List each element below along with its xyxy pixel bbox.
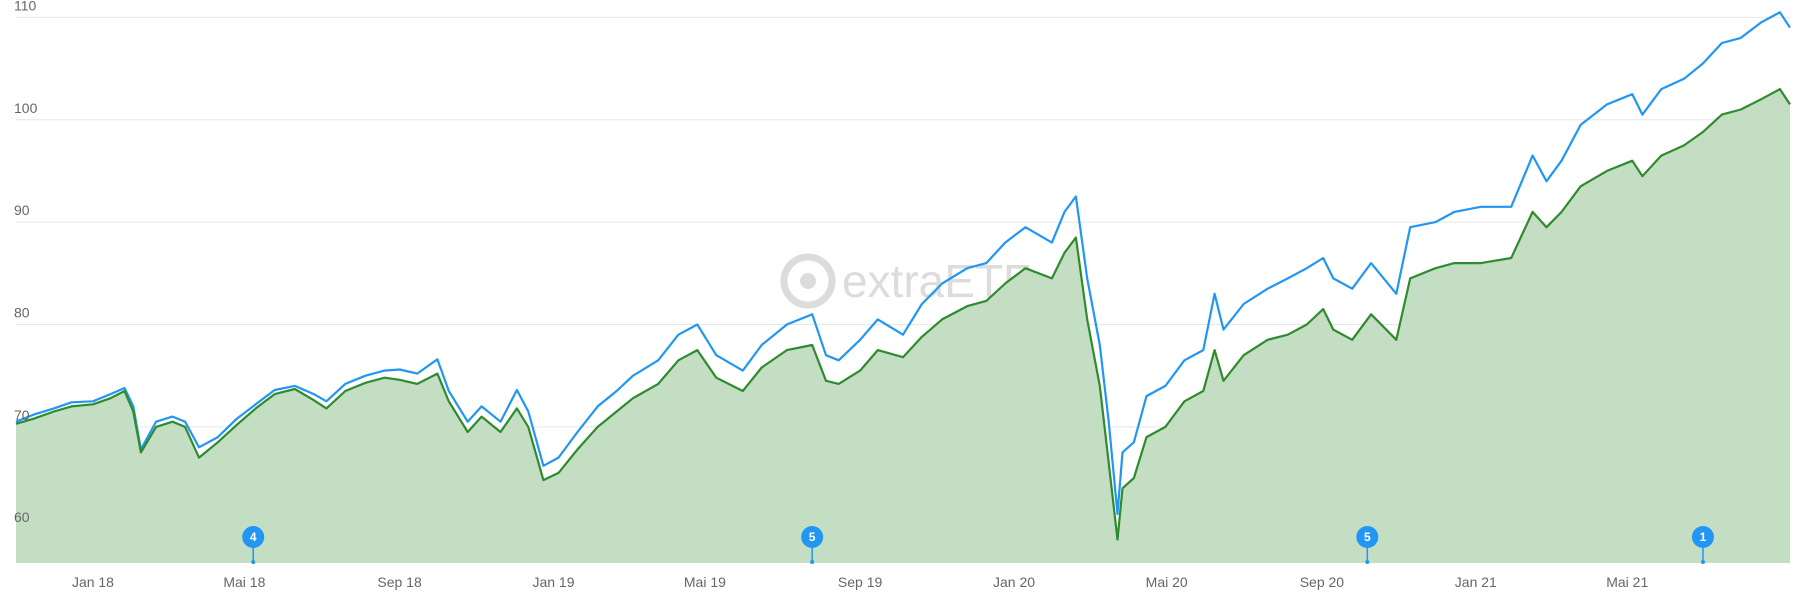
y-axis: 60 70 80 90 100 110 xyxy=(14,0,38,525)
event-marker-badge xyxy=(242,526,265,548)
event-marker-badge xyxy=(801,526,824,548)
event-marker-badge xyxy=(1691,526,1714,548)
watermark-logo-dot-icon xyxy=(800,273,816,289)
event-marker-dot xyxy=(810,560,815,564)
x-tick-label: Sep 18 xyxy=(377,574,422,590)
x-tick-label: Jan 20 xyxy=(993,574,1035,590)
event-marker-badge xyxy=(1356,526,1379,548)
x-tick-label: Mai 18 xyxy=(223,574,265,590)
y-tick-label-110: 110 xyxy=(14,0,37,13)
event-markers: 4 5 5 1 xyxy=(242,526,1714,564)
event-marker: 4 xyxy=(242,526,265,564)
event-marker: 5 xyxy=(1356,526,1379,564)
watermark-logo-icon xyxy=(780,253,836,309)
event-marker-dot xyxy=(1700,560,1705,564)
x-tick-label: Sep 20 xyxy=(1300,574,1345,590)
series-line-1 xyxy=(15,11,1791,515)
y-tick-label-90: 90 xyxy=(14,202,30,218)
y-tick-label-60: 60 xyxy=(14,509,30,525)
event-marker-label: 5 xyxy=(809,530,816,544)
x-tick-label: Sep 19 xyxy=(838,574,883,590)
event-marker: 1 xyxy=(1691,526,1714,564)
event-marker-label: 4 xyxy=(250,530,257,544)
y-tick-label-100: 100 xyxy=(14,100,38,116)
area-layer xyxy=(16,89,1790,563)
x-tick-label: Jan 21 xyxy=(1455,574,1497,590)
x-axis: Jan 18 Mai 18 Sep 18 Jan 19 Mai 19 Sep 19 Jan … xyxy=(72,574,1649,590)
event-marker: 5 xyxy=(801,526,824,564)
x-tick-label: Mai 19 xyxy=(684,574,726,590)
series-area-fill xyxy=(16,89,1790,563)
x-tick-label: Mai 20 xyxy=(1146,574,1188,590)
x-tick-label: Jan 18 xyxy=(72,574,114,590)
x-tick-label: Jan 19 xyxy=(532,574,574,590)
event-marker-label: 1 xyxy=(1700,530,1707,544)
event-marker-dot xyxy=(251,560,256,564)
event-marker-label: 5 xyxy=(1364,530,1371,544)
event-marker-dot xyxy=(1365,560,1370,564)
x-tick-label: Mai 21 xyxy=(1606,574,1648,590)
series-layer xyxy=(15,11,1791,541)
series-line-2 xyxy=(15,88,1791,541)
y-tick-label-80: 80 xyxy=(14,304,30,320)
y-tick-label-70: 70 xyxy=(14,407,30,423)
